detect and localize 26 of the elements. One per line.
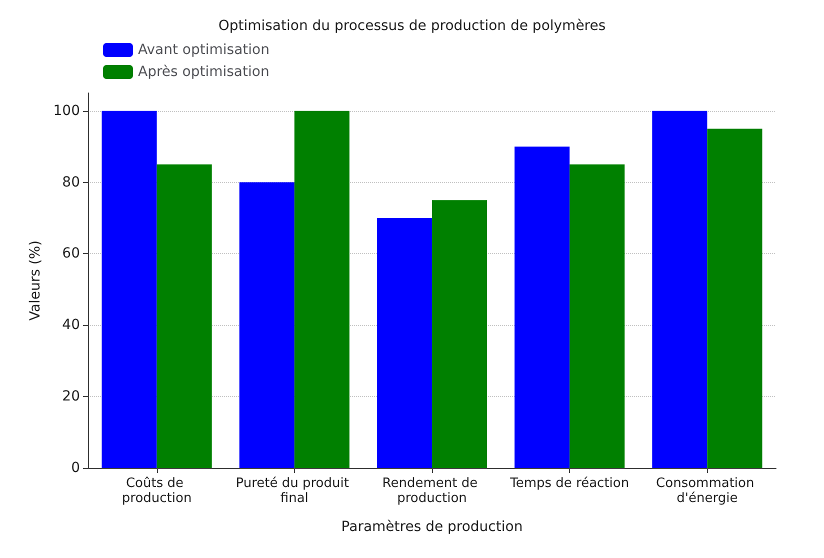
bar [652, 110, 708, 468]
bar [294, 110, 350, 468]
x-axis-title: Paramètres de production [341, 519, 523, 535]
legend-label: Avant optimisation [138, 42, 270, 58]
bar [514, 146, 570, 468]
legend-label: Après optimisation [138, 64, 270, 80]
bar [376, 218, 432, 468]
bar [156, 164, 212, 468]
y-axis-title: Valeurs (%) [27, 240, 44, 321]
bar [570, 164, 625, 468]
x-tick-label: Rendement de production [382, 476, 482, 506]
x-tick-label: Temps de réaction [509, 476, 630, 491]
x-tick-label: Consommation d'énergie [656, 476, 758, 506]
y-tick-label: 80 [62, 174, 80, 190]
y-tick-label: 0 [71, 460, 80, 476]
y-tick-label: 20 [62, 388, 80, 405]
x-tick-label: Coûts de production [122, 476, 192, 506]
y-tick-label: 60 [62, 246, 80, 262]
bar [707, 128, 762, 468]
y-tick-label: 100 [53, 102, 80, 119]
bar [432, 200, 488, 468]
y-tick-label: 40 [62, 317, 80, 334]
chart-title: Optimisation du processus de production de polymères [218, 18, 606, 34]
bar [239, 182, 294, 468]
x-tick-label: Pureté du produit final [236, 476, 354, 506]
bar [102, 110, 157, 468]
